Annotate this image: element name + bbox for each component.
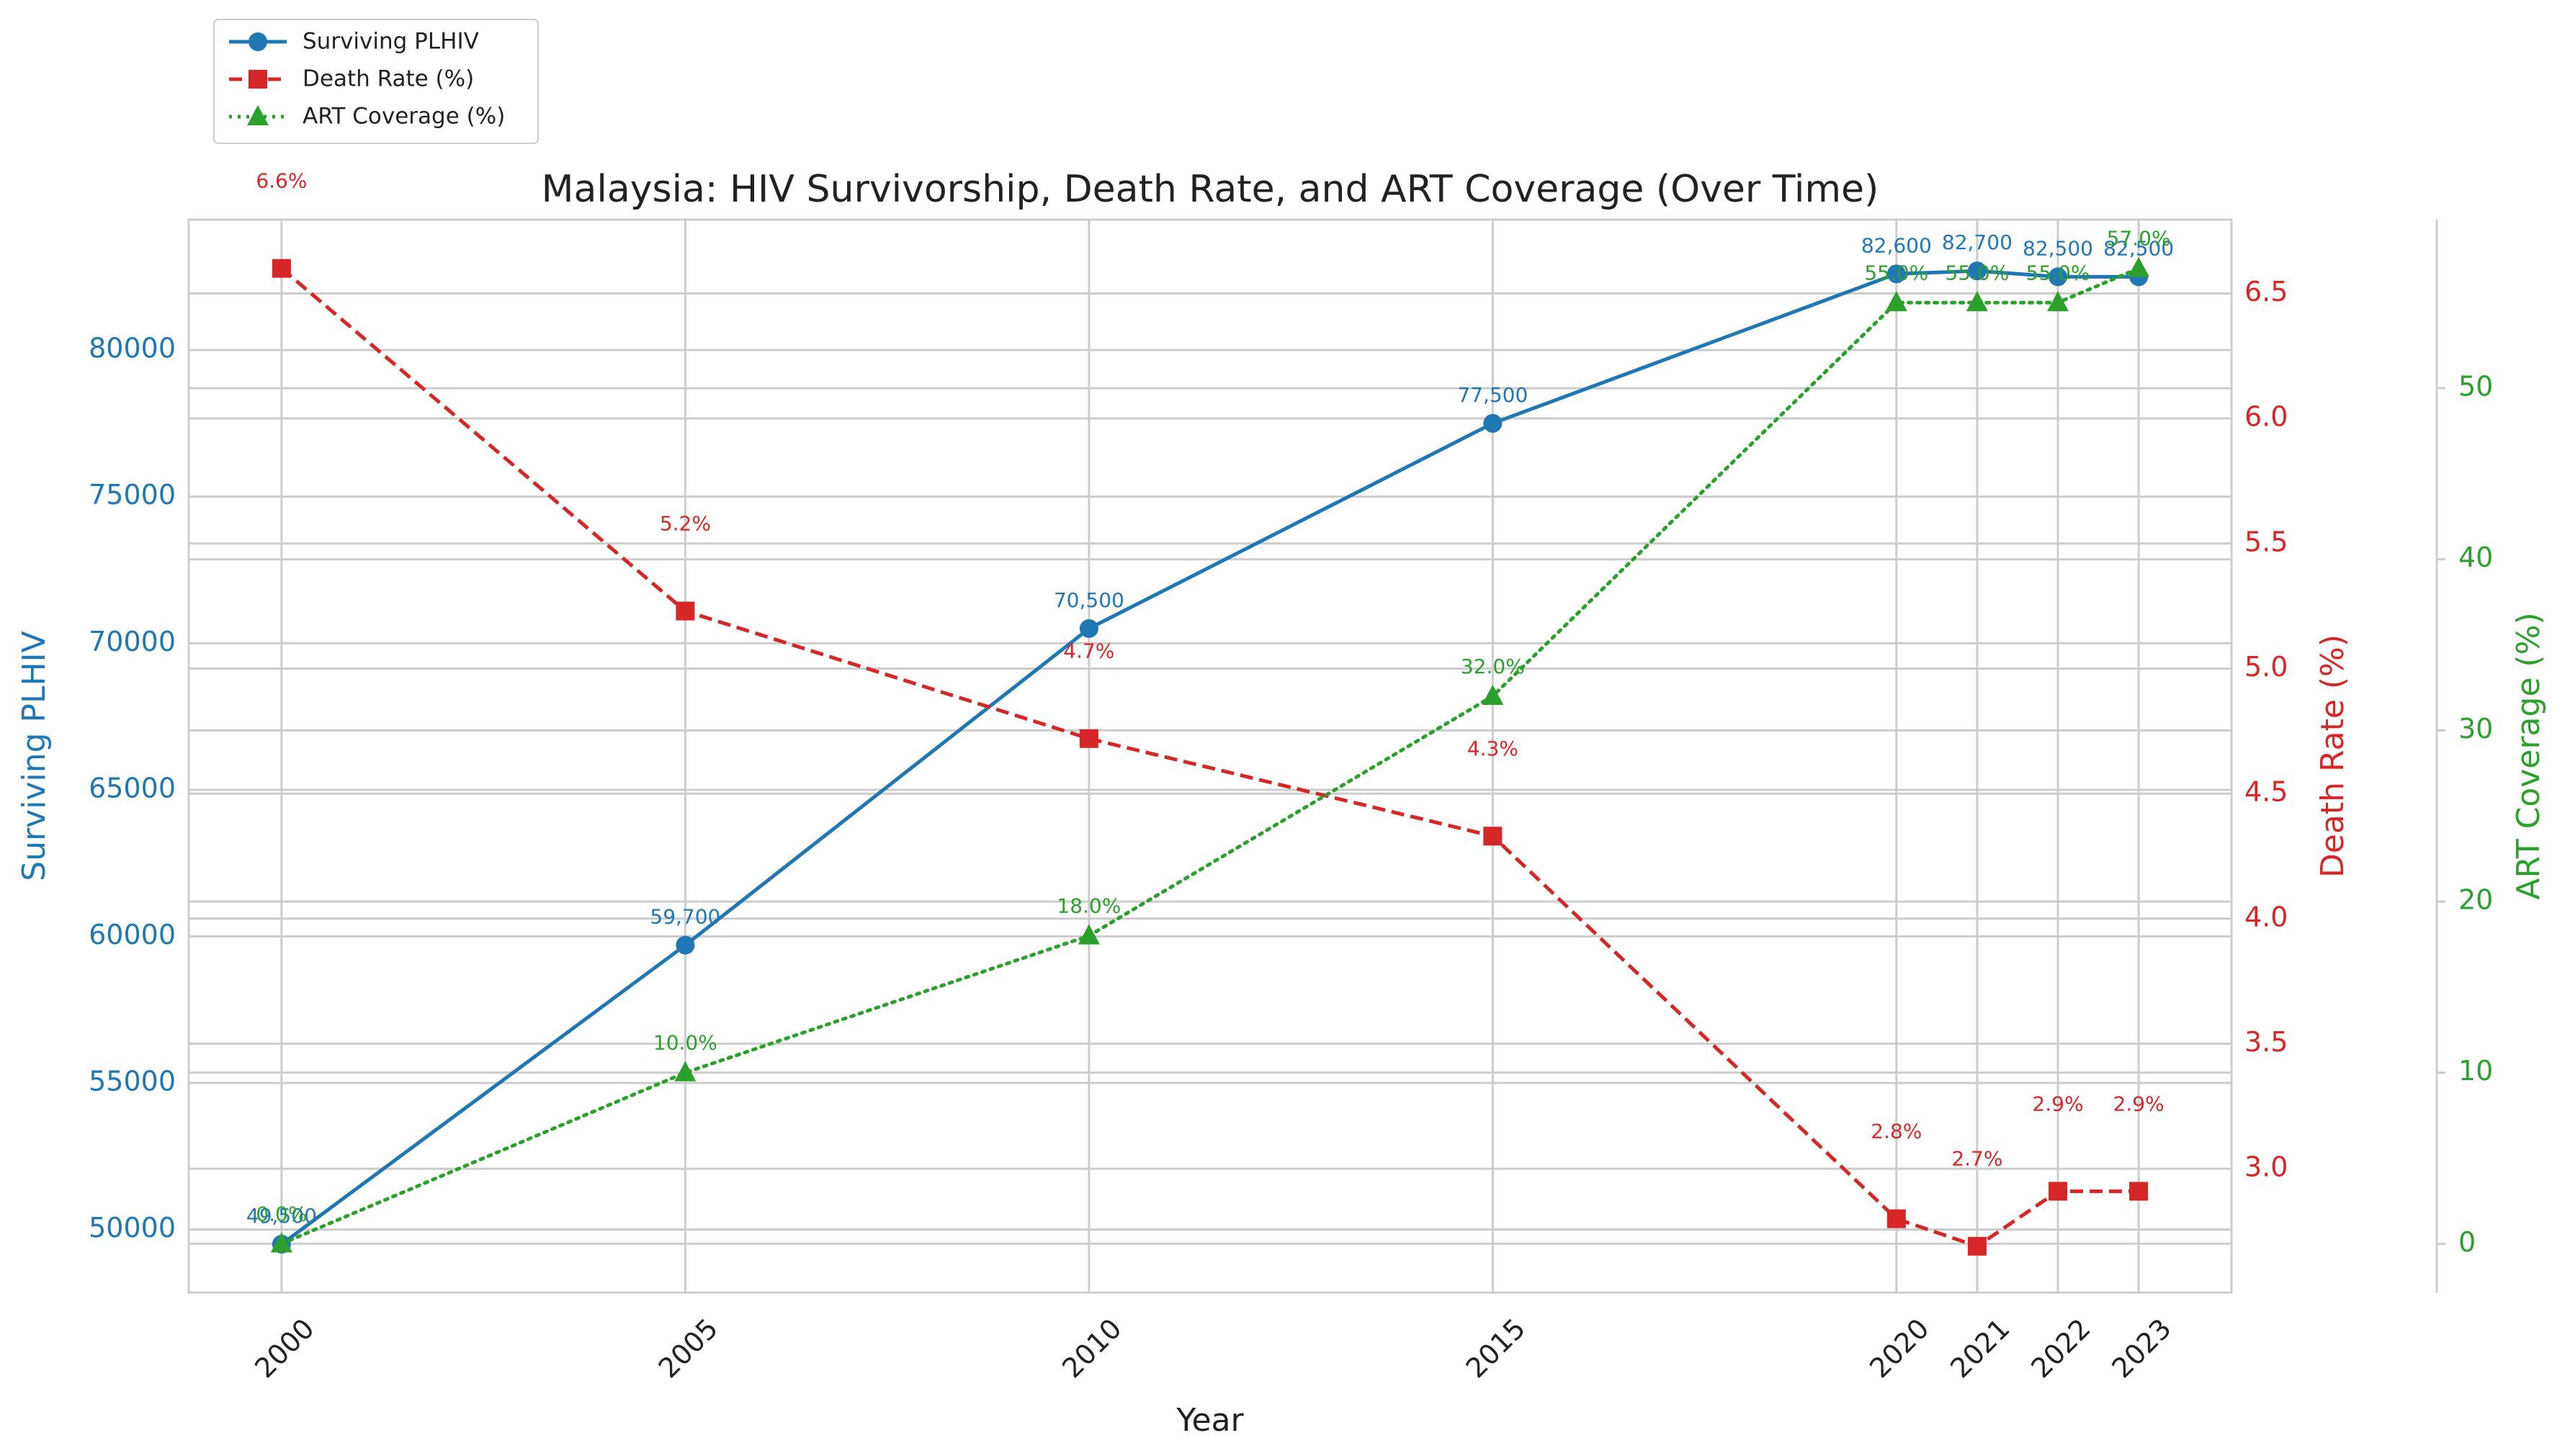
data-point-triangle: [247, 105, 269, 125]
series-line: [280, 266, 2139, 1249]
legend: Surviving PLHIV Death Rate (%) ART Coverag…: [213, 19, 539, 144]
chart-title: Malaysia: HIV Survivorship, Death Rate, …: [542, 168, 1879, 211]
y-tick-label: 60000: [89, 919, 176, 951]
data-label: 82,500: [2023, 236, 2093, 260]
data-label: 55.0%: [1864, 261, 1928, 284]
x-tick-label: 2005: [653, 1313, 725, 1385]
grid-lines: [189, 220, 2231, 1293]
series-layer: [270, 256, 2150, 1256]
y-tick-label: 5.5: [2244, 526, 2288, 557]
data-point-square: [2048, 1182, 2067, 1201]
x-axis-label: Year: [1176, 1402, 1244, 1439]
right-axis-label: Death Rate (%): [2314, 634, 2351, 878]
data-label: 2.8%: [1871, 1120, 1922, 1143]
y-tick-label: 6.5: [2244, 276, 2288, 307]
data-label: 57.0%: [2107, 227, 2171, 251]
data-label: 2.7%: [1951, 1147, 2002, 1171]
data-labels: 49,500 59,700 70,500 77,500 82,600 82,700 82,5…: [246, 169, 2174, 1228]
y-tick-label: 10: [2458, 1055, 2493, 1087]
data-point-circle: [1967, 261, 1987, 281]
x-tick-label: 2020: [1863, 1313, 1935, 1385]
y-tick-label: 20: [2458, 884, 2493, 915]
data-point-circle: [1483, 413, 1503, 433]
data-point-circle: [2048, 267, 2067, 287]
data-point-triangle: [1482, 684, 1504, 705]
data-point-circle: [676, 935, 695, 955]
y-tick-label: 70000: [89, 626, 176, 657]
data-label: 6.6%: [256, 169, 307, 193]
y-tick-label: 30: [2458, 713, 2493, 745]
y-tick-label: 50: [2458, 371, 2493, 403]
x-tick-label: 2022: [2025, 1313, 2097, 1385]
data-label: 32.0%: [1461, 655, 1525, 678]
data-point-square: [1483, 827, 1503, 846]
data-point-circle: [249, 32, 267, 51]
legend-box: [213, 19, 539, 144]
data-point-square: [2129, 1182, 2149, 1201]
left-axis-label: Surviving PLHIV: [16, 631, 53, 881]
x-tick-label: 2000: [249, 1313, 321, 1385]
data-label: 55.0%: [2026, 261, 2090, 284]
legend-label: Surviving PLHIV: [303, 29, 479, 55]
data-label: 82,700: [1942, 230, 2013, 254]
data-label: 77,500: [1457, 383, 1528, 407]
x-tick-label: 2023: [2105, 1313, 2177, 1385]
tick-labels: 2000 2005 2010 2015 2020 2021 2022 202350000550…: [89, 276, 2493, 1384]
data-label: 82,600: [1861, 233, 1932, 257]
y-tick-label: 40: [2458, 541, 2493, 573]
y-tick-label: 6.0: [2244, 401, 2288, 433]
x-tick-label: 2010: [1056, 1313, 1128, 1385]
data-point-circle: [1886, 264, 1906, 284]
data-point-triangle: [674, 1061, 697, 1082]
y-tick-label: 50000: [89, 1212, 176, 1244]
data-point-triangle: [1966, 291, 1988, 312]
data-label: 59,700: [650, 905, 720, 929]
data-point-triangle: [1885, 291, 1907, 312]
y-tick-label: 55000: [89, 1065, 176, 1097]
data-point-square: [272, 259, 291, 278]
art-axis-label: ART Coverage (%): [2510, 612, 2547, 899]
data-label: 4.3%: [1467, 737, 1518, 760]
data-label: 4.7%: [1063, 639, 1114, 663]
data-point-square: [676, 601, 695, 621]
data-label: 82,500: [2103, 236, 2174, 260]
data-point-triangle: [270, 1232, 292, 1253]
data-point-square: [1967, 1236, 1987, 1256]
y-tick-label: 65000: [89, 772, 176, 804]
y-tick-label: 75000: [89, 479, 176, 511]
y-tick-label: 3.0: [2244, 1151, 2288, 1183]
y-tick-label: 4.5: [2244, 776, 2288, 808]
data-point-square: [1079, 729, 1098, 748]
y-tick-label: 5.0: [2244, 651, 2288, 683]
data-label: 18.0%: [1057, 894, 1121, 918]
series-line: [280, 269, 2139, 1246]
data-point-triangle: [2046, 291, 2069, 312]
data-point-triangle: [2128, 256, 2150, 277]
series-line: [279, 266, 2141, 1246]
data-label: 2.9%: [2113, 1092, 2165, 1115]
data-point-triangle: [1078, 924, 1100, 945]
data-label: 70,500: [1054, 588, 1124, 612]
legend-label: Death Rate (%): [303, 66, 474, 92]
data-point-square: [249, 70, 267, 89]
plot-frame: [187, 218, 2233, 1294]
data-label: 5.2%: [660, 512, 711, 536]
y-tick-label: 3.5: [2244, 1026, 2288, 1058]
y-tick-label: 80000: [89, 333, 176, 364]
data-label: 10.0%: [653, 1031, 717, 1055]
y-tick-label: 4.0: [2244, 901, 2288, 933]
legend-label: ART Coverage (%): [303, 104, 505, 130]
data-label: 0.0%: [256, 1202, 307, 1226]
data-point-circle: [1079, 619, 1098, 638]
data-point-square: [1886, 1209, 1906, 1228]
x-tick-label: 2021: [1944, 1313, 2016, 1385]
x-tick-label: 2015: [1460, 1313, 1532, 1385]
data-label: 49,500: [246, 1204, 317, 1228]
data-label: 2.9%: [2032, 1092, 2083, 1115]
data-label: 55.0%: [1945, 261, 2009, 284]
y-tick-label: 0: [2458, 1226, 2476, 1258]
